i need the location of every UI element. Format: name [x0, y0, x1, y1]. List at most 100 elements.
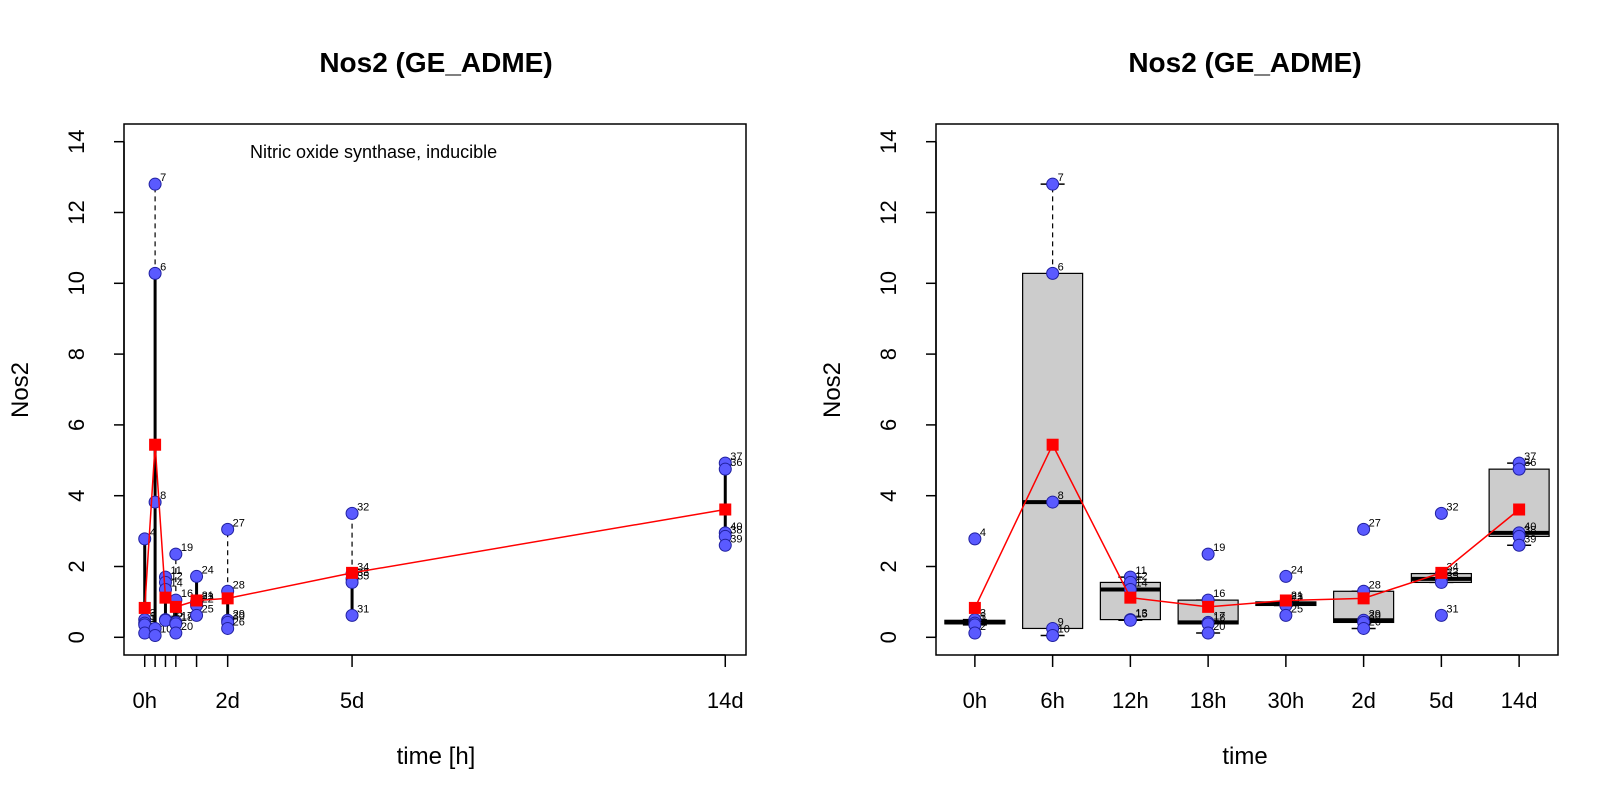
mean-marker — [1202, 600, 1215, 613]
x-axis: 0h 2d 5d 14d — [132, 654, 744, 713]
mean-marker — [1357, 592, 1370, 605]
y-tick-label: 2 — [64, 560, 89, 572]
point-label: 27 — [233, 517, 245, 529]
point-label: 25 — [1291, 603, 1303, 615]
point-label: 17 — [181, 610, 193, 622]
y-tick-label: 8 — [876, 348, 901, 360]
point-label: 10 — [160, 624, 172, 636]
point-label: 13 — [1135, 608, 1147, 620]
point-label: 11 — [170, 565, 181, 577]
point-label: 29 — [233, 608, 245, 620]
point-label: 39 — [1524, 533, 1536, 545]
mean-line — [974, 443, 1520, 609]
point-label: 6 — [160, 261, 166, 273]
point-label: 14 — [170, 578, 182, 590]
mean-marker — [1046, 438, 1059, 451]
point-label: 10 — [1058, 624, 1070, 636]
data-point — [1357, 621, 1371, 635]
x-axis: 0h 6h 12h 18h 30h 2d 5d 14d — [963, 654, 1537, 713]
point-label: 1 — [150, 613, 156, 625]
data-point — [968, 626, 982, 640]
point-label: 5 — [980, 611, 986, 623]
data-point — [1123, 613, 1137, 627]
data-point — [1201, 626, 1215, 640]
y-tick-label: 10 — [876, 271, 901, 295]
box — [1022, 272, 1084, 630]
point-label: 28 — [1369, 579, 1381, 591]
point-label: 35 — [357, 570, 369, 582]
x-tick-label: 5d — [340, 688, 364, 713]
data-point — [1357, 522, 1371, 536]
point-label: 15 — [1135, 608, 1147, 620]
x-tick-label: 6h — [1040, 688, 1064, 713]
point-label: 19 — [1213, 542, 1225, 554]
point-label: 7 — [1058, 172, 1064, 184]
data-point — [345, 506, 359, 520]
point-label: 29 — [1369, 608, 1381, 620]
point-label: 16 — [181, 588, 193, 600]
point-label: 3 — [150, 608, 156, 620]
point-label: 2 — [980, 621, 986, 633]
data-point — [148, 266, 162, 280]
y-tick-label: 6 — [64, 419, 89, 431]
point-label: 34 — [1446, 562, 1458, 574]
y-tick-label: 8 — [64, 348, 89, 360]
data-point — [190, 608, 204, 622]
point-label: 30 — [233, 610, 245, 622]
y-tick-label: 4 — [876, 490, 901, 502]
point-label: 26 — [233, 616, 245, 628]
mean-marker — [346, 566, 359, 579]
point-label: 31 — [357, 603, 369, 615]
point-label: 9 — [1058, 616, 1064, 628]
point-label: 18 — [1213, 612, 1225, 624]
point-label: 7 — [160, 172, 166, 184]
point-label: 37 — [1524, 451, 1536, 463]
y-tick-label: 10 — [64, 271, 89, 295]
point-label: 36 — [1524, 457, 1536, 469]
point-label: 35 — [1446, 570, 1458, 582]
y-tick-label: 2 — [876, 560, 901, 572]
data-points: 4351276891011121413151916171820242123222… — [138, 172, 743, 643]
scatter-panel: Nos2 (GE_ADME) Nitric oxide synthase, in… — [7, 47, 747, 770]
point-label: 1 — [980, 613, 986, 625]
x-axis-label: time [h] — [397, 743, 476, 770]
data-point — [221, 621, 235, 635]
mean-series — [968, 438, 1526, 614]
y-tick-label: 4 — [64, 490, 89, 502]
x-tick-label: 5d — [1429, 688, 1453, 713]
data-point — [1279, 608, 1293, 622]
point-label: 18 — [181, 612, 193, 624]
data-point — [148, 629, 162, 643]
point-label: 40 — [730, 521, 742, 533]
point-label: 30 — [1369, 610, 1381, 622]
point-label: 5 — [150, 611, 156, 623]
x-tick-label: 0h — [963, 688, 987, 713]
point-label: 6 — [1058, 261, 1064, 273]
mean-line — [143, 444, 726, 608]
plot-frame — [123, 123, 747, 656]
data-point — [1279, 569, 1293, 583]
y-tick-label: 12 — [876, 200, 901, 224]
data-point — [148, 177, 162, 191]
point-label: 32 — [357, 501, 369, 513]
data-point — [1046, 495, 1060, 509]
point-label: 32 — [1446, 501, 1458, 513]
x-tick-label: 30h — [1268, 688, 1305, 713]
x-tick-label: 2d — [1351, 688, 1375, 713]
mean-marker — [1124, 591, 1137, 604]
point-label: 24 — [1291, 564, 1303, 576]
point-label: 8 — [160, 490, 166, 502]
point-label: 20 — [1213, 621, 1225, 633]
point-label: 16 — [1213, 588, 1225, 600]
data-point — [169, 626, 183, 640]
point-label: 12 — [1135, 570, 1147, 582]
y-tick-label: 0 — [876, 631, 901, 643]
point-label: 19 — [181, 542, 193, 554]
point-label: 20 — [181, 621, 193, 633]
mean-marker — [159, 591, 172, 604]
data-point — [718, 538, 732, 552]
y-tick-label: 14 — [876, 129, 901, 153]
x-tick-label: 2d — [215, 688, 239, 713]
